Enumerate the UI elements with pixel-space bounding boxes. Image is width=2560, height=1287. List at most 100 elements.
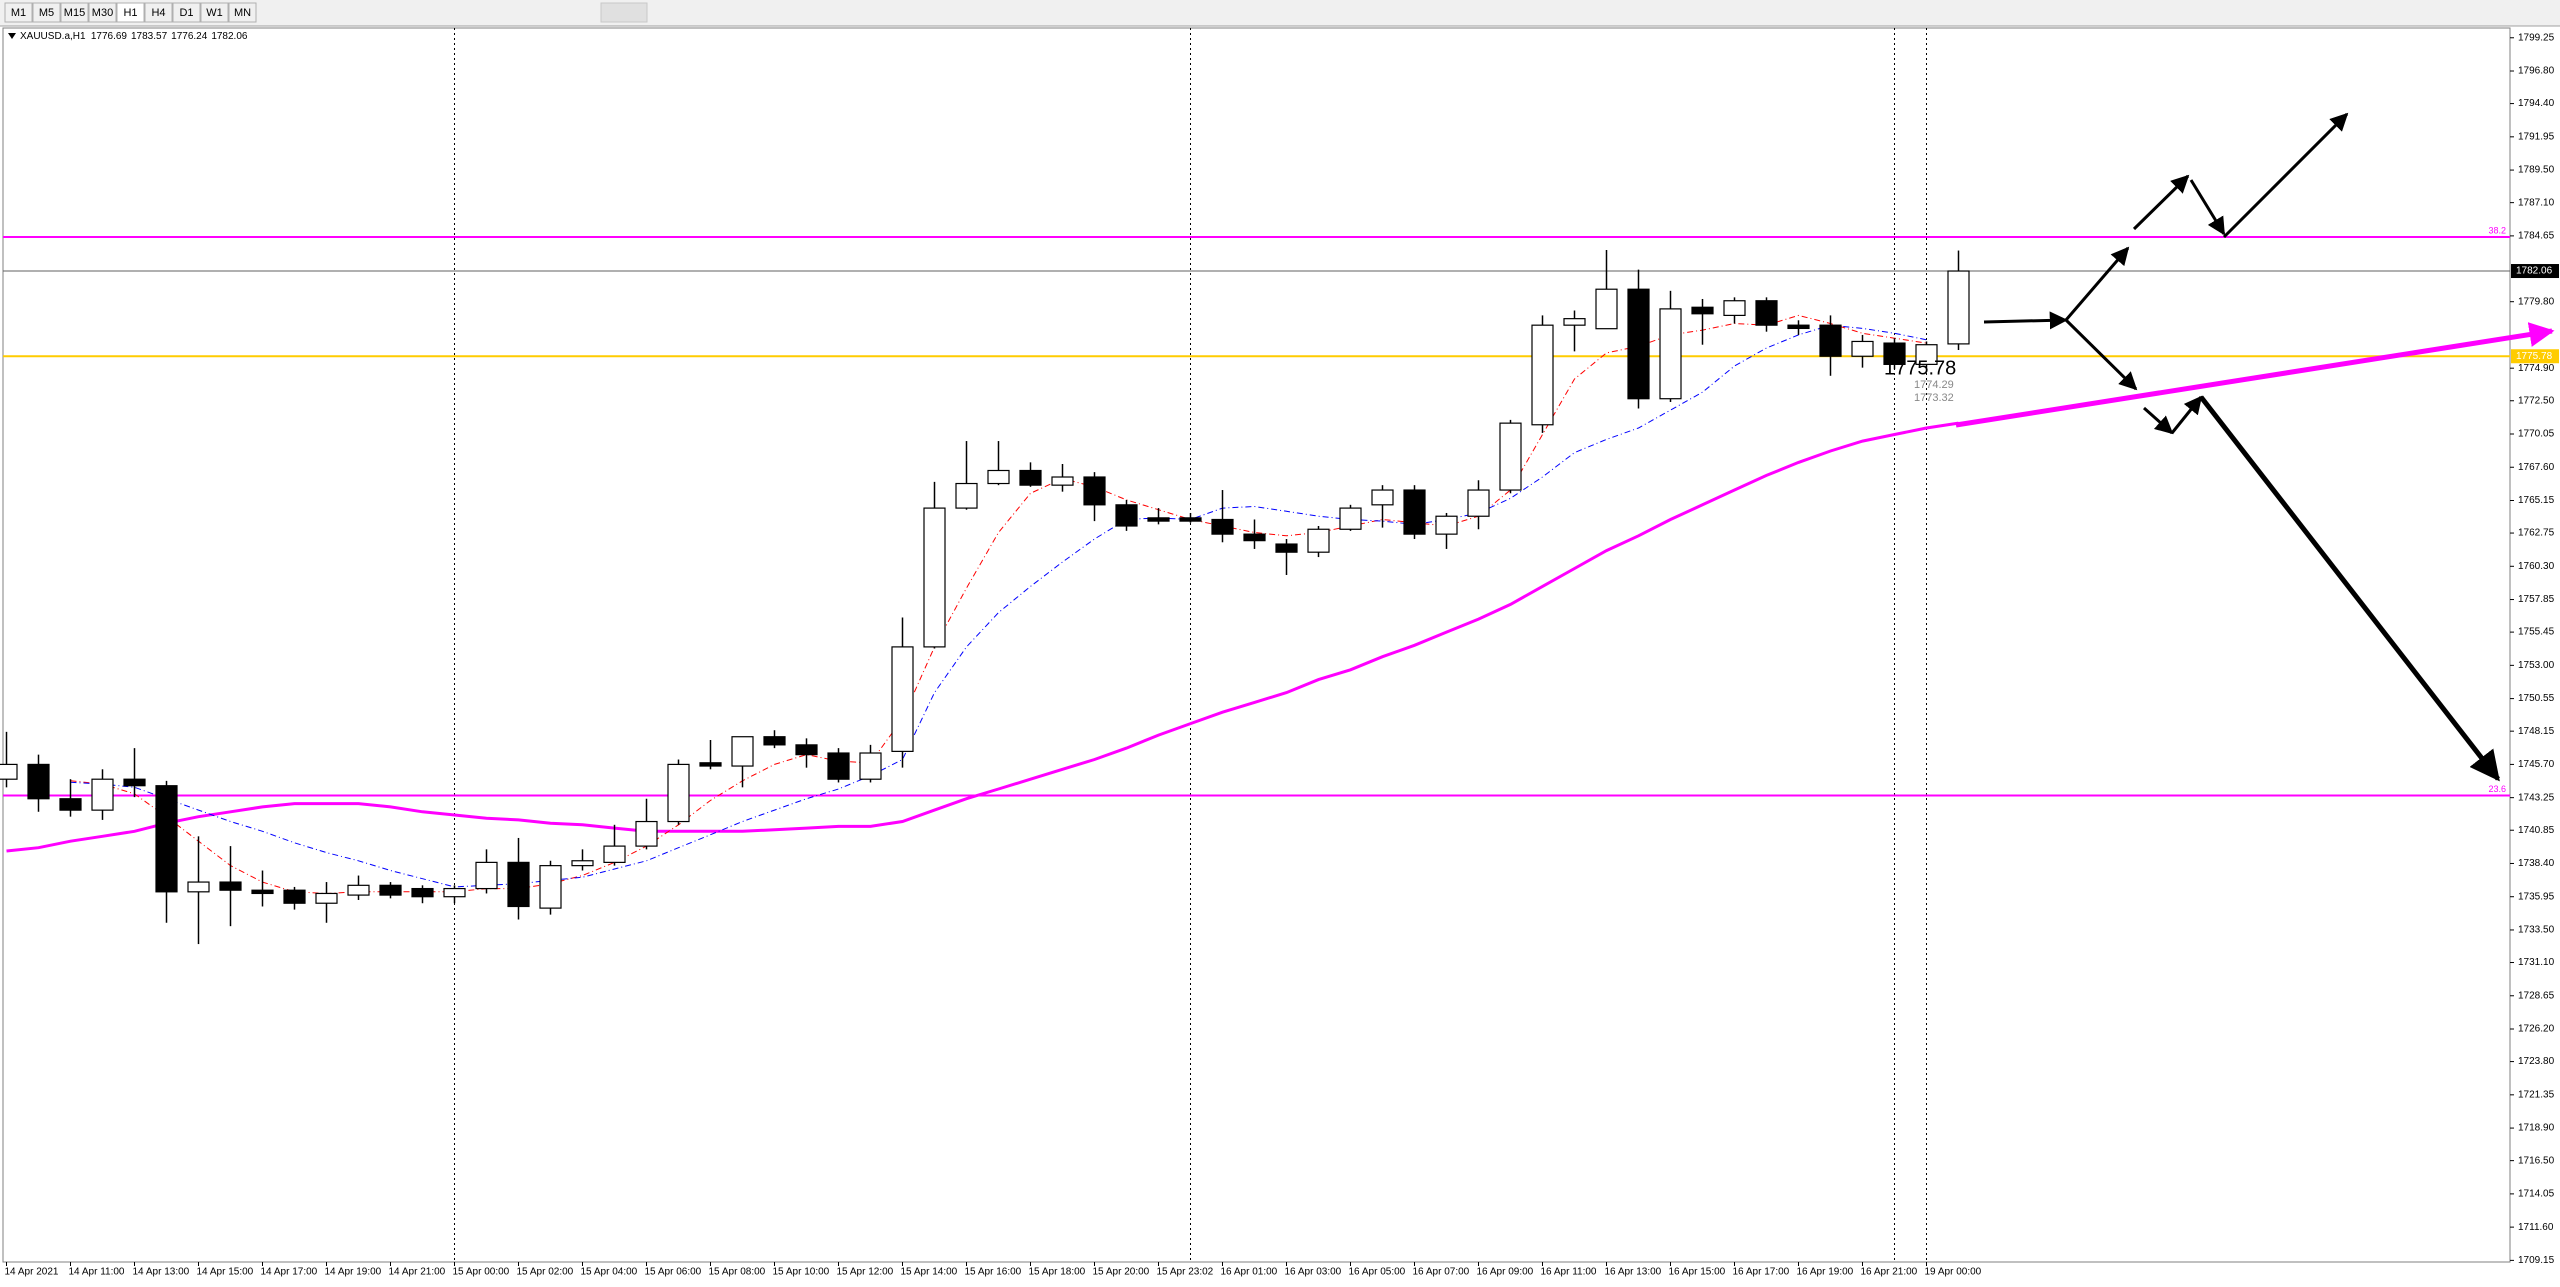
timeframe-button[interactable] — [116, 2, 145, 23]
timeframe-label[interactable]: W1 — [206, 7, 223, 19]
x-tick-label: 14 Apr 2021 — [5, 1267, 59, 1278]
toolbar-widget[interactable] — [600, 2, 648, 23]
y-tick-label: 1743.25 — [2518, 792, 2555, 803]
timeframe-button[interactable] — [88, 2, 117, 23]
candle-body — [1915, 344, 1938, 365]
y-tick-label: 1787.10 — [2518, 197, 2555, 208]
header-high: 1783.57 — [131, 31, 168, 42]
y-tick-label: 1753.00 — [2518, 660, 2555, 671]
moving-average — [70, 324, 1927, 888]
x-tick-label: 16 Apr 17:00 — [1733, 1267, 1790, 1278]
timeframe-button[interactable] — [200, 2, 229, 23]
x-tick-label: 15 Apr 18:00 — [1029, 1267, 1086, 1278]
candle-body — [1243, 533, 1266, 542]
symbol: XAUUSD.a,H1 — [20, 31, 86, 42]
y-tick-label: 1791.95 — [2518, 131, 2555, 142]
timeframe-label[interactable]: M15 — [64, 7, 85, 19]
timeframe-label[interactable]: M5 — [39, 7, 54, 19]
candle-body — [475, 861, 498, 890]
timeframe-label[interactable]: MN — [234, 7, 251, 19]
candle-body — [1019, 469, 1042, 486]
timeframe-button[interactable] — [228, 2, 257, 23]
time-axis: 14 Apr 2021 14 Apr 11:00 14 Apr 13:00 14 Ap… — [5, 1262, 1982, 1278]
candle-body — [571, 860, 594, 867]
candle-body — [1819, 324, 1842, 357]
x-tick-label: 15 Apr 16:00 — [965, 1267, 1022, 1278]
candle-body — [1211, 518, 1234, 535]
x-tick-label: 16 Apr 15:00 — [1669, 1267, 1726, 1278]
x-tick-label: 15 Apr 08:00 — [709, 1267, 766, 1278]
timeframe-button[interactable] — [144, 2, 173, 23]
arrow — [2132, 174, 2190, 231]
candle-body — [507, 861, 530, 908]
x-tick-label: 15 Apr 00:00 — [453, 1267, 510, 1278]
candle-body — [955, 482, 978, 509]
candle-body — [1595, 288, 1618, 330]
candle-body — [1275, 543, 1298, 553]
y-tick-label: 1731.10 — [2518, 957, 2555, 968]
y-tick-label: 1760.30 — [2518, 561, 2555, 572]
candle-body — [827, 752, 850, 780]
x-tick-label: 14 Apr 13:00 — [133, 1267, 190, 1278]
candle-body — [91, 778, 114, 811]
timeframe-button[interactable] — [32, 2, 61, 23]
x-tick-label: 14 Apr 19:00 — [325, 1267, 382, 1278]
y-tick-label: 1726.20 — [2518, 1024, 2555, 1035]
candle-body — [347, 884, 370, 896]
y-tick-label: 1789.50 — [2518, 165, 2555, 176]
x-tick-label: 15 Apr 04:00 — [581, 1267, 638, 1278]
candle-body — [1723, 300, 1746, 316]
header-low: 1776.24 — [171, 31, 208, 42]
timeframe-label[interactable]: M30 — [92, 7, 113, 19]
x-tick-label: 16 Apr 05:00 — [1349, 1267, 1406, 1278]
x-tick-label: 16 Apr 13:00 — [1605, 1267, 1662, 1278]
y-tick-label: 1796.80 — [2518, 66, 2555, 77]
timeframe-label[interactable]: H1 — [123, 7, 137, 19]
y-tick-label: 1755.45 — [2518, 627, 2555, 638]
arrow — [2199, 395, 2500, 782]
y-tick-label: 1740.85 — [2518, 825, 2555, 836]
candle-body — [987, 469, 1010, 485]
y-tick-label: 1784.65 — [2518, 231, 2555, 242]
arrow — [2143, 406, 2174, 435]
y-tick-label: 1765.15 — [2518, 495, 2555, 506]
candle-body — [1627, 288, 1650, 400]
y-tick-label: 1718.90 — [2518, 1123, 2555, 1134]
timeframe-label[interactable]: H4 — [151, 7, 165, 19]
candle-body — [59, 798, 82, 811]
arrow — [2170, 395, 2203, 434]
candle-body — [1051, 476, 1074, 486]
symbol-menu[interactable] — [8, 33, 16, 39]
y-tick-label: 1774.90 — [2518, 363, 2555, 374]
candle-body — [763, 736, 786, 746]
candle-body — [1307, 528, 1330, 553]
y-tick-label: 1738.40 — [2518, 858, 2555, 869]
arrow-magenta — [1955, 322, 2555, 428]
y-tick-label: 1716.50 — [2518, 1155, 2555, 1166]
y-tick-label: 1762.75 — [2518, 528, 2555, 539]
timeframe-button[interactable] — [172, 2, 201, 23]
candle-body — [1339, 507, 1362, 530]
timeframe-button[interactable] — [60, 2, 89, 23]
price-tag — [2511, 264, 2559, 279]
chart-header: XAUUSD.a,H1 1776.69 1783.57 1776.24 1782.06 — [20, 31, 248, 42]
x-tick-label: 16 Apr 07:00 — [1413, 1267, 1470, 1278]
timeframe-label[interactable]: M1 — [11, 7, 26, 19]
y-tick-label: 1723.80 — [2518, 1056, 2555, 1067]
candle-body — [1435, 515, 1458, 535]
arrow — [2064, 318, 2138, 391]
timeframe-label[interactable]: D1 — [179, 7, 193, 19]
candle-body — [1403, 489, 1426, 535]
candle-body — [443, 887, 466, 898]
candle-body — [667, 763, 690, 823]
x-tick-label: 16 Apr 19:00 — [1797, 1267, 1854, 1278]
drawn-arrows — [1955, 112, 2555, 782]
x-tick-label: 14 Apr 11:00 — [69, 1267, 125, 1278]
x-tick-label: 15 Apr 06:00 — [645, 1267, 702, 1278]
x-tick-label: 15 Apr 10:00 — [773, 1267, 830, 1278]
candle-body — [1659, 308, 1682, 400]
timeframe-button[interactable] — [4, 2, 33, 23]
candle-body — [315, 892, 338, 904]
candle-body — [379, 884, 402, 896]
